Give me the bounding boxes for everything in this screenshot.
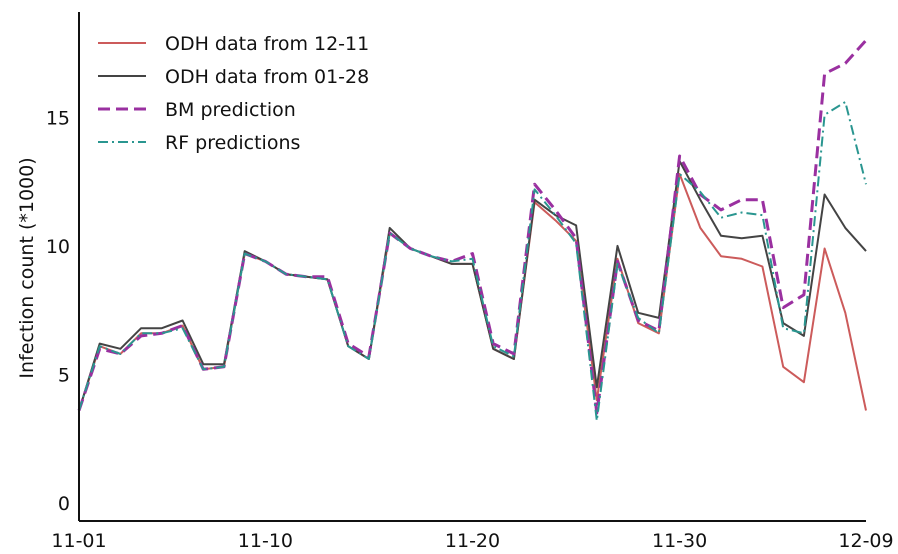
- x-tick-label: 11-30: [652, 530, 707, 552]
- y-tick-label: 15: [46, 107, 70, 129]
- plot-lines: [77, 39, 868, 422]
- legend-label-1: ODH data from 01-28: [165, 66, 369, 88]
- y-tick-label: 10: [46, 236, 70, 258]
- legend-label-0: ODH data from 12-11: [165, 33, 369, 55]
- x-tick-label: 11-10: [238, 530, 293, 552]
- y-tick-label: 0: [58, 493, 70, 515]
- series-line-0: [78, 173, 867, 411]
- legend-label-3: RF predictions: [165, 132, 300, 154]
- y-axis-title: Infection count (*1000): [16, 157, 38, 378]
- legend: ODH data from 12-11 ODH data from 01-28 BM…: [98, 33, 369, 154]
- series-line-1: [78, 160, 867, 411]
- series-line-3: [78, 101, 867, 422]
- x-tick-label: 11-20: [445, 530, 500, 552]
- x-tick-label: 12-09: [838, 530, 893, 552]
- y-tick-labels: 0 5 10 15: [46, 107, 70, 515]
- axes: [78, 12, 866, 522]
- x-tick-labels: 11-01 11-10 11-20 11-30 12-09: [51, 530, 893, 552]
- series-line-2: [77, 39, 868, 415]
- legend-label-2: BM prediction: [165, 99, 296, 121]
- x-tick-label: 11-01: [51, 530, 106, 552]
- y-tick-label: 5: [58, 364, 70, 386]
